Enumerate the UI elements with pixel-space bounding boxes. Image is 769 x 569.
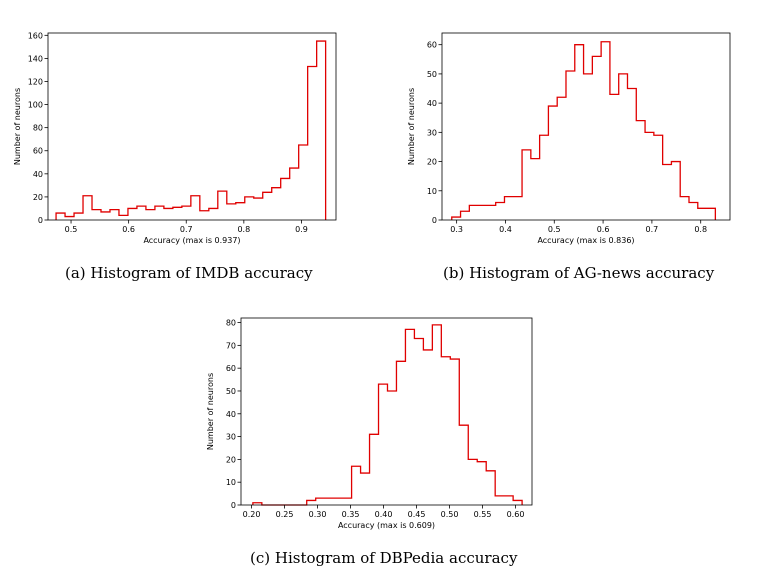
y-tick-label-ag-news: 60 xyxy=(427,41,437,50)
x-tick-label-ag-news: 0.5 xyxy=(548,225,561,234)
x-tick-label-ag-news: 0.8 xyxy=(694,225,707,234)
x-tick-label-ag-news: 0.6 xyxy=(597,225,610,234)
x-tick-label-dbpedia: 0.35 xyxy=(342,510,360,519)
histogram-dbpedia xyxy=(252,324,523,506)
y-tick-label-imdb: 140 xyxy=(28,54,43,63)
plot-imdb: 0.5 0.6 0.7 0.8 0.9 0 20 40 60 80 100 120 140 160 Accu… xyxy=(13,31,337,245)
y-axis-label-ag-news: Number of neurons xyxy=(407,88,416,165)
x-tick-label-imdb: 0.7 xyxy=(180,225,193,234)
x-tick-label-dbpedia: 0.50 xyxy=(441,510,459,519)
axes-frame-dbpedia xyxy=(240,317,533,506)
axes-frame-imdb xyxy=(47,32,337,221)
x-tick-label-dbpedia: 0.25 xyxy=(276,510,294,519)
x-tick-label-ag-news: 0.3 xyxy=(450,225,463,234)
x-tick-label-dbpedia: 0.60 xyxy=(507,510,525,519)
x-tick-label-dbpedia: 0.40 xyxy=(375,510,393,519)
x-axis-label-ag-news: Accuracy (max is 0.836) xyxy=(537,236,634,245)
axes-frame-ag-news xyxy=(441,32,731,221)
y-tick-label-imdb: 60 xyxy=(33,147,43,156)
caption-ag-news: (b) Histogram of AG-news accuracy xyxy=(443,264,715,282)
y-tick-label-imdb: 80 xyxy=(33,124,43,133)
x-axis-label-dbpedia: Accuracy (max is 0.609) xyxy=(338,521,435,530)
y-tick-label-dbpedia: 80 xyxy=(226,319,236,328)
x-tick-label-ag-news: 0.7 xyxy=(646,225,659,234)
histogram-ag-news xyxy=(451,41,717,220)
x-tick-label-dbpedia: 0.30 xyxy=(309,510,327,519)
x-axis-label-imdb: Accuracy (max is 0.937) xyxy=(143,236,240,245)
y-tick-label-ag-news: 10 xyxy=(427,187,437,196)
x-tick-label-imdb: 0.8 xyxy=(237,225,250,234)
x-tick-label-imdb: 0.5 xyxy=(65,225,78,234)
y-axis-label-imdb: Number of neurons xyxy=(13,88,22,165)
y-tick-label-imdb: 0 xyxy=(38,216,43,225)
y-tick-label-ag-news: 20 xyxy=(427,158,437,167)
y-tick-label-dbpedia: 20 xyxy=(226,455,236,464)
plot-dbpedia: 0.20 0.25 0.30 0.35 0.40 0.45 0.50 0.55 0.60 0 10 2… xyxy=(206,317,533,530)
y-tick-label-dbpedia: 10 xyxy=(226,478,236,487)
plot-ag-news: 0.3 0.4 0.5 0.6 0.7 0.8 0 10 20 30 40 50 60 Accuracy … xyxy=(407,32,731,245)
caption-imdb: (a) Histogram of IMDB accuracy xyxy=(65,264,313,282)
caption-dbpedia: (c) Histogram of DBPedia accuracy xyxy=(250,549,518,567)
y-tick-label-ag-news: 0 xyxy=(432,216,437,225)
histogram-imdb xyxy=(55,40,327,220)
x-tick-label-ag-news: 0.4 xyxy=(499,225,512,234)
y-tick-label-dbpedia: 60 xyxy=(226,364,236,373)
y-tick-label-dbpedia: 40 xyxy=(226,410,236,419)
y-axis-label-dbpedia: Number of neurons xyxy=(206,373,215,450)
y-tick-label-dbpedia: 50 xyxy=(226,387,236,396)
y-tick-label-imdb: 120 xyxy=(28,77,43,86)
x-tick-label-dbpedia: 0.20 xyxy=(243,510,261,519)
y-tick-label-ag-news: 30 xyxy=(427,128,437,137)
y-tick-label-dbpedia: 30 xyxy=(226,433,236,442)
x-tick-label-imdb: 0.6 xyxy=(122,225,135,234)
x-tick-label-dbpedia: 0.55 xyxy=(474,510,492,519)
y-tick-label-imdb: 40 xyxy=(33,170,43,179)
y-tick-label-imdb: 160 xyxy=(28,31,43,40)
y-tick-label-ag-news: 50 xyxy=(427,70,437,79)
x-tick-label-dbpedia: 0.45 xyxy=(408,510,426,519)
y-tick-label-dbpedia: 70 xyxy=(226,341,236,350)
y-tick-label-imdb: 100 xyxy=(28,101,43,110)
y-tick-label-ag-news: 40 xyxy=(427,99,437,108)
y-tick-label-dbpedia: 0 xyxy=(231,501,236,510)
x-tick-label-imdb: 0.9 xyxy=(295,225,308,234)
y-tick-label-imdb: 20 xyxy=(33,193,43,202)
